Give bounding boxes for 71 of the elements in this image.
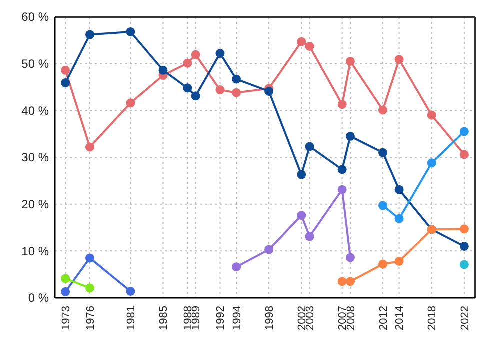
x-tick-label: 1985 [158,306,170,330]
point [86,142,94,152]
point [126,286,136,296]
point [338,277,347,286]
point [158,66,168,75]
point [427,158,436,168]
point [460,224,469,234]
point [378,106,388,115]
y-tick-label: 40 % [22,104,50,118]
point [378,148,388,158]
point [191,92,200,101]
point [232,88,242,98]
point [297,211,306,220]
point [394,185,404,194]
x-tick-label: 2012 [378,306,390,330]
point [346,132,355,141]
point [338,165,347,174]
point [216,86,225,95]
x-tick-label: 2003 [304,306,317,330]
point [61,78,70,88]
x-tick-label: 1998 [264,306,276,330]
y-tick-label: 10 % [22,244,50,258]
point [61,66,70,75]
point [346,277,355,286]
point [86,254,94,263]
point [346,253,355,262]
point [346,56,355,66]
point [305,232,314,242]
point [394,256,404,266]
point [232,74,242,84]
point [305,142,314,152]
x-tick-label: 2022 [459,306,472,330]
point [297,37,306,46]
x-tick-label: 1994 [231,306,244,330]
point [61,274,70,284]
point [216,49,225,58]
x-tick-label: 1981 [126,306,138,330]
point [183,84,192,93]
y-tick-label: 60 % [22,10,50,24]
point [378,201,388,210]
point [191,50,200,60]
point [305,42,314,52]
point [86,30,94,40]
point [297,170,306,180]
point [394,55,404,64]
point [264,245,274,254]
x-tick-label: 1973 [60,306,72,330]
point [61,287,70,296]
point [460,242,469,251]
y-tick-label: 30 % [22,150,50,165]
point [378,260,388,269]
y-tick-label: 0 % [28,291,50,306]
point [126,27,136,36]
x-tick-label: 2018 [426,306,439,330]
x-tick-label: 2014 [394,306,406,330]
point [183,58,192,68]
point [86,284,94,293]
point [460,260,469,270]
point [126,98,136,108]
point [264,86,274,96]
point [338,185,347,194]
point [427,110,436,120]
point [460,150,469,160]
point [394,214,404,224]
x-tick-label: 1992 [215,306,228,330]
point [232,262,242,272]
x-tick-label: 1976 [84,306,97,330]
y-tick-label: 50 % [22,57,50,72]
y-tick-label: 20 % [22,198,50,212]
point [338,100,347,110]
point [460,127,469,136]
